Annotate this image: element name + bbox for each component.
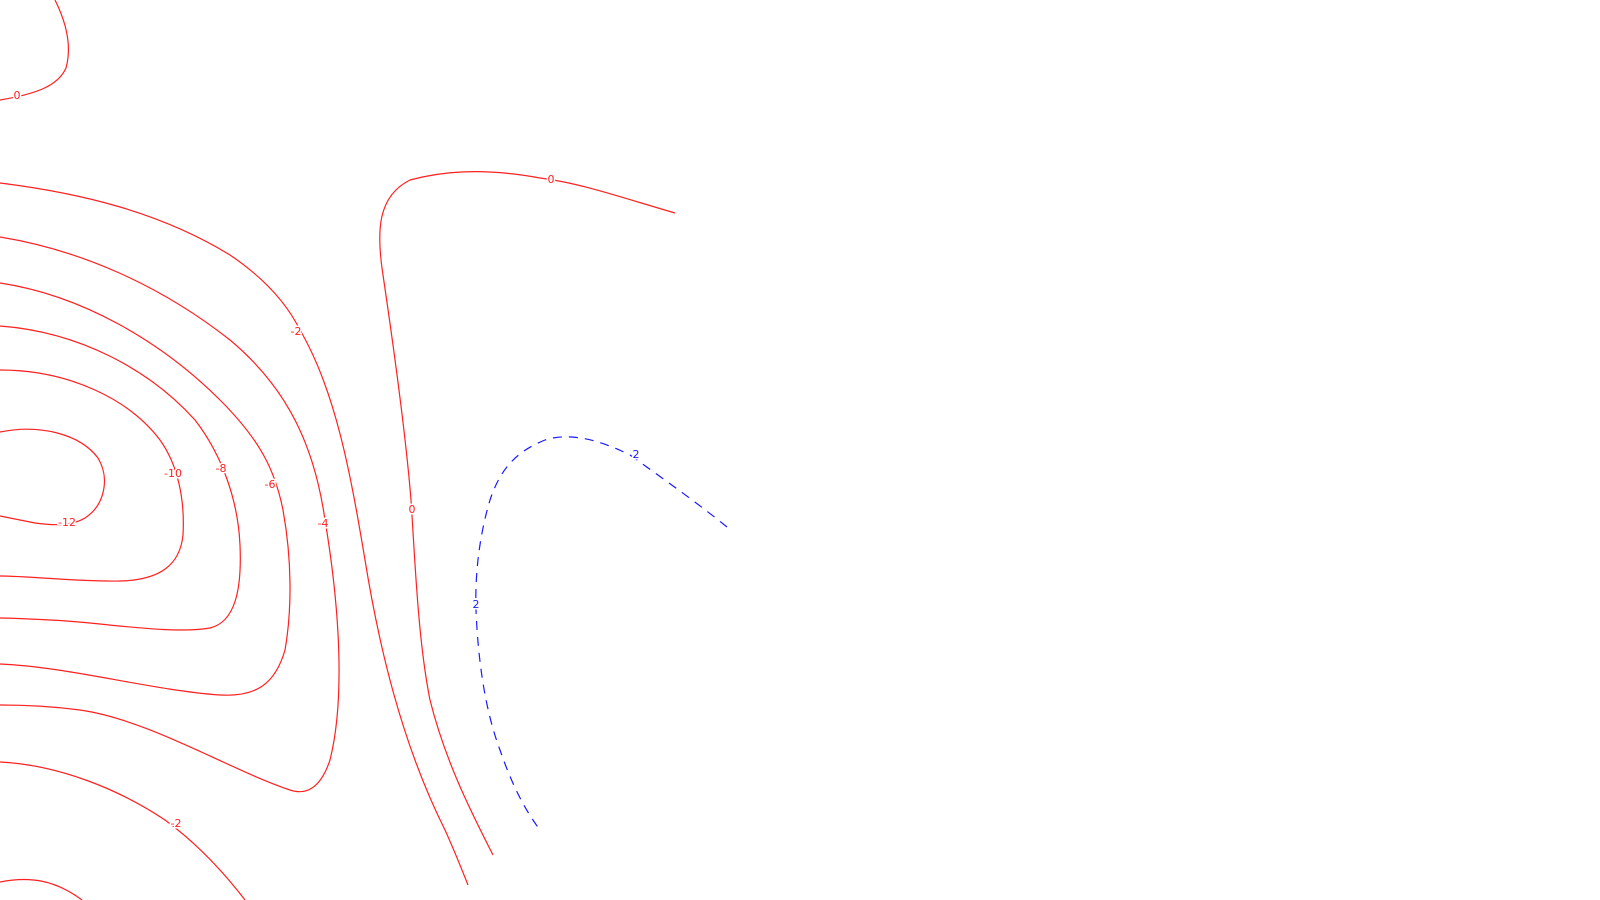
contour-line-m6 [0, 282, 291, 696]
contour-label-p2-upper: 2 [633, 448, 640, 461]
contour-label-0-center-top: 0 [548, 173, 555, 186]
contour-label-0-center: 0 [409, 503, 416, 516]
contour-line-m4-bottom [0, 878, 83, 900]
contour-line-m2-lower [0, 761, 246, 900]
contour-line-m8 [0, 325, 241, 631]
contour-label-m4: -4 [318, 517, 329, 530]
contour-label-m10: -10 [164, 467, 182, 480]
contour-line-m2-upper [0, 182, 469, 886]
contour-line-m4 [0, 236, 340, 793]
contour-label-p2-lower: 2 [473, 598, 480, 611]
positive-contours [475, 436, 728, 831]
contour-label-0-top-left: 0 [14, 89, 21, 102]
contour-line-p2 [475, 436, 728, 831]
contour-label-m8: -8 [216, 462, 227, 475]
contour-labels: 0 0 0 -2 -4 -6 -8 -10 -12 -2 2 2 [12, 88, 641, 832]
contour-line-0-top-left [0, 0, 69, 101]
negative-contours [0, 0, 676, 900]
contour-label-m12: -12 [58, 516, 76, 529]
contour-label-m2-lower: -2 [171, 817, 182, 830]
contour-line-0-center [379, 171, 676, 856]
contour-line-m12 [0, 428, 106, 526]
contour-label-m2-upper: -2 [291, 325, 302, 338]
contour-label-m6: -6 [265, 478, 276, 491]
contour-line-m10 [0, 369, 184, 582]
